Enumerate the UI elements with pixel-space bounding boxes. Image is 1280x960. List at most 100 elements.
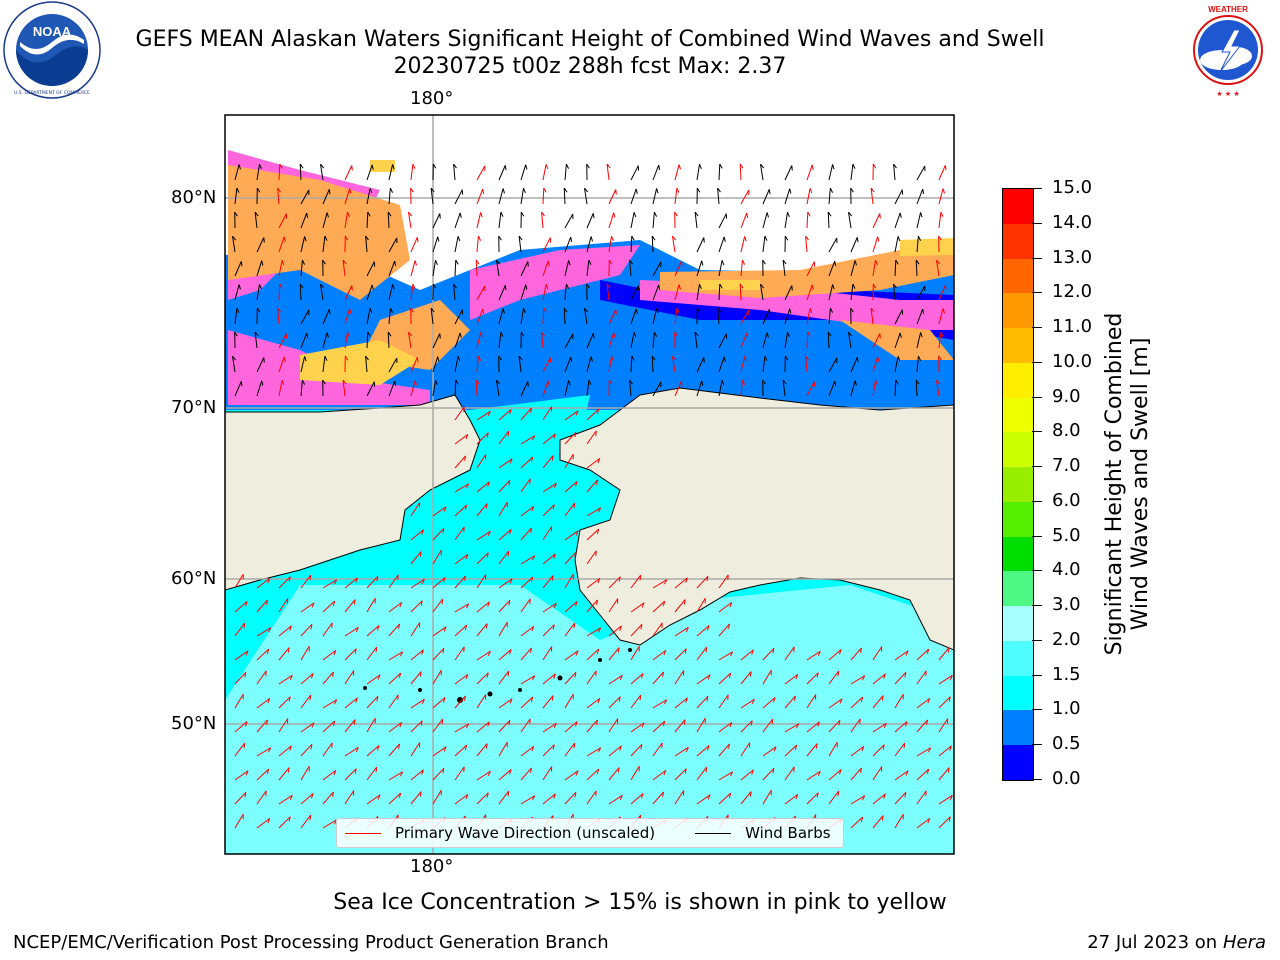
direction-arrow xyxy=(520,407,532,421)
direction-arrow-head xyxy=(938,355,942,361)
direction-arrow-head xyxy=(861,746,865,752)
nws-logo-icon: WEATHER ★ ★ ★ xyxy=(1180,2,1276,98)
direction-arrow xyxy=(234,671,247,685)
direction-arrow xyxy=(674,577,688,589)
direction-arrow xyxy=(476,236,479,253)
direction-arrow xyxy=(476,574,487,589)
direction-arrow-head xyxy=(729,602,733,608)
direction-arrow xyxy=(520,675,535,685)
direction-arrow-head xyxy=(877,236,880,242)
direction-arrow xyxy=(454,356,459,373)
direction-arrow xyxy=(278,625,292,637)
direction-arrow-head xyxy=(392,284,395,290)
direction-arrow-head xyxy=(392,164,395,170)
direction-arrow xyxy=(476,454,487,469)
direction-arrow-head xyxy=(245,721,248,727)
direction-arrow-head xyxy=(596,768,600,775)
direction-arrow-head xyxy=(520,211,525,217)
direction-arrow xyxy=(300,236,306,253)
direction-arrow xyxy=(674,746,689,757)
direction-arrow-head xyxy=(263,357,265,363)
direction-arrow-head xyxy=(663,579,668,585)
direction-arrow xyxy=(300,623,313,637)
direction-arrow-head xyxy=(441,599,444,605)
direction-arrow-head xyxy=(267,747,272,753)
direction-arrow-head xyxy=(525,284,528,290)
direction-arrow xyxy=(388,357,398,373)
direction-arrow xyxy=(938,308,944,325)
direction-arrow xyxy=(916,768,930,781)
direction-arrow xyxy=(520,527,532,541)
colorbar-tick xyxy=(1032,709,1042,711)
direction-arrow xyxy=(894,309,903,325)
direction-arrow-head xyxy=(817,771,821,777)
direction-arrow-head xyxy=(683,719,686,725)
direction-arrow-head xyxy=(464,575,466,581)
direction-arrow xyxy=(586,698,601,709)
direction-arrow xyxy=(894,671,907,685)
direction-arrow-head xyxy=(705,647,708,653)
wave-direction-arrows xyxy=(232,163,953,829)
direction-arrow-head xyxy=(349,188,352,194)
direction-arrow-head xyxy=(245,770,249,776)
direction-arrow-head xyxy=(487,771,491,777)
direction-arrow xyxy=(760,164,764,181)
direction-arrow xyxy=(564,481,578,493)
direction-arrow xyxy=(630,212,635,229)
direction-arrow xyxy=(498,670,510,685)
direction-arrow-head xyxy=(376,696,379,702)
direction-arrow xyxy=(453,164,456,181)
direction-arrow-head xyxy=(904,792,907,798)
direction-arrow xyxy=(872,722,887,733)
direction-arrow-head xyxy=(507,671,510,677)
legend-item-wind: Wind Barbs xyxy=(687,824,831,842)
direction-arrow xyxy=(718,356,725,373)
direction-arrow xyxy=(342,380,346,397)
direction-arrow-head xyxy=(351,165,353,171)
direction-arrow-head xyxy=(584,187,589,193)
direction-arrow-head xyxy=(244,672,247,678)
direction-arrow xyxy=(872,793,886,805)
direction-arrow-head xyxy=(676,187,680,193)
direction-arrow xyxy=(893,284,896,301)
direction-arrow-head xyxy=(287,767,290,773)
direction-arrow xyxy=(256,719,268,733)
direction-arrow-head xyxy=(729,722,733,728)
direction-arrow-head xyxy=(794,744,798,751)
direction-arrow-head xyxy=(717,187,721,193)
direction-arrow xyxy=(718,380,723,397)
direction-arrow xyxy=(476,165,486,181)
direction-arrow xyxy=(630,574,641,589)
direction-arrow xyxy=(278,236,285,253)
direction-arrow-head xyxy=(728,672,732,679)
legend-wind-line xyxy=(695,832,732,834)
direction-arrow xyxy=(322,332,328,349)
direction-arrow xyxy=(850,284,854,301)
direction-arrow xyxy=(740,356,746,373)
chart-title: GEFS MEAN Alaskan Waters Significant Hei… xyxy=(135,27,1045,52)
direction-arrow xyxy=(608,767,620,781)
direction-arrow xyxy=(300,260,303,277)
direction-arrow xyxy=(388,574,399,589)
direction-arrow xyxy=(850,164,854,181)
direction-arrow xyxy=(872,333,881,349)
direction-arrow-head xyxy=(597,698,601,704)
direction-arrow-head xyxy=(306,213,309,219)
direction-arrow xyxy=(718,792,732,805)
direction-arrow-head xyxy=(530,696,534,703)
direction-arrow-head xyxy=(419,551,422,557)
direction-arrow-head xyxy=(629,379,633,385)
direction-arrow xyxy=(256,747,271,757)
direction-arrow xyxy=(696,745,710,757)
direction-arrow xyxy=(234,791,247,805)
direction-arrow xyxy=(408,212,412,229)
direction-arrow xyxy=(827,331,830,349)
direction-arrow xyxy=(674,381,682,397)
direction-arrow xyxy=(563,307,566,325)
direction-arrow xyxy=(564,454,574,469)
direction-arrow-head xyxy=(328,309,331,315)
direction-arrow-head xyxy=(551,695,554,701)
direction-arrow xyxy=(936,380,940,397)
direction-arrow-head xyxy=(398,623,400,629)
direction-arrow xyxy=(542,744,555,757)
